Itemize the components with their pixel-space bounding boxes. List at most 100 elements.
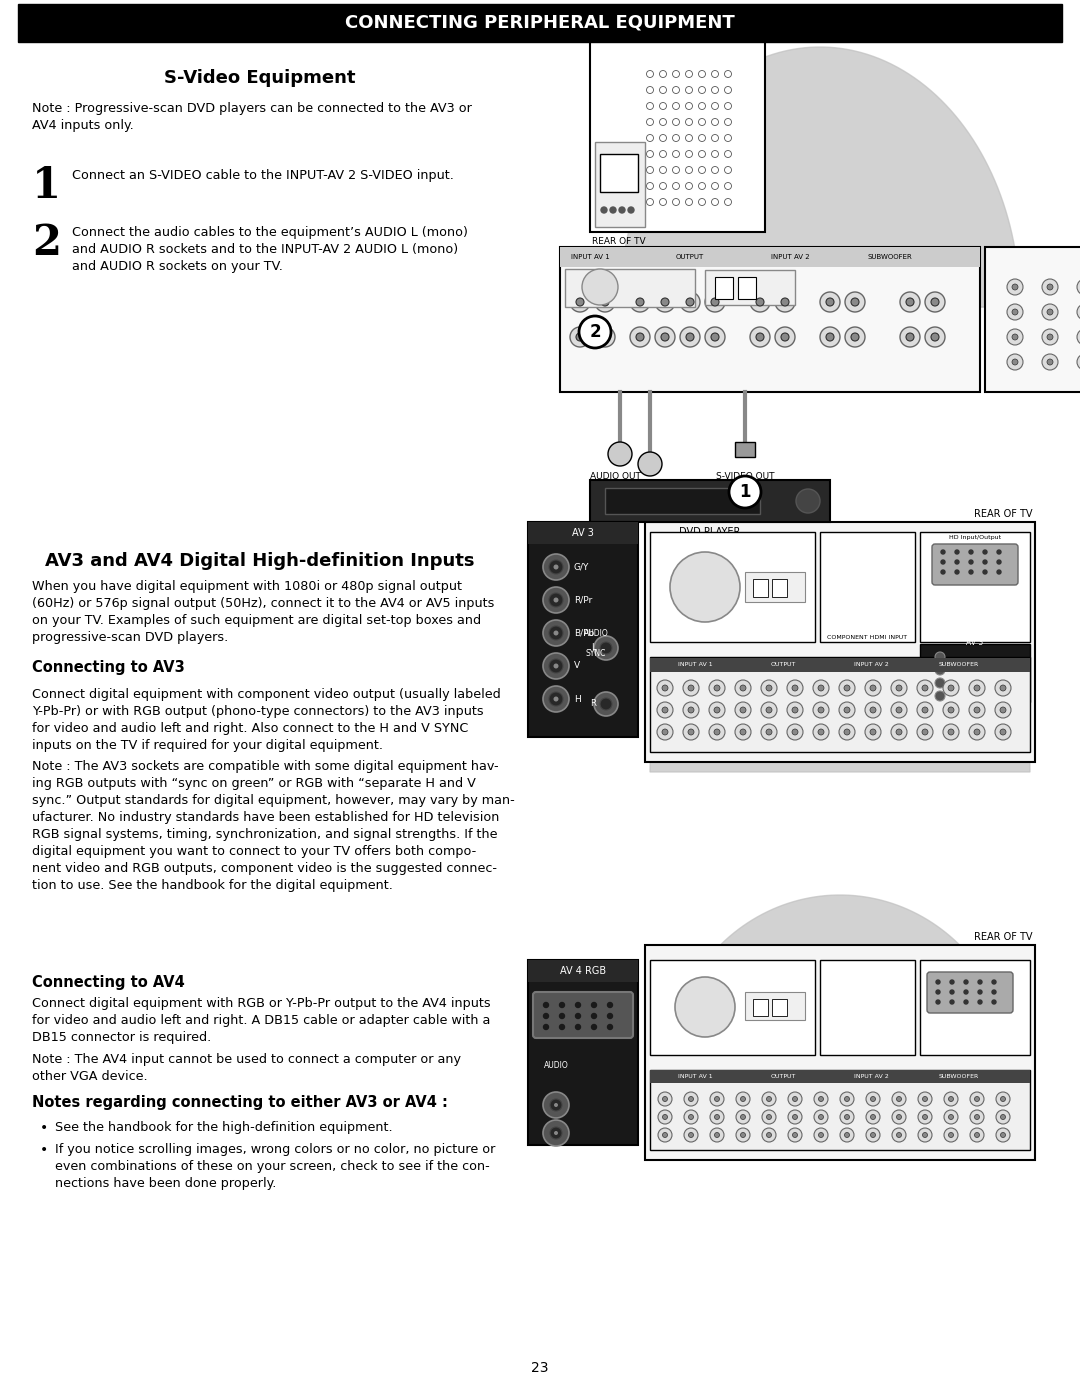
Circle shape [735, 1111, 750, 1125]
Circle shape [600, 698, 612, 710]
Circle shape [686, 151, 692, 158]
Circle shape [725, 198, 731, 205]
Bar [735, 441, 755, 457]
Circle shape [792, 685, 798, 692]
Circle shape [607, 1013, 612, 1018]
Circle shape [1042, 305, 1058, 320]
Circle shape [955, 570, 959, 574]
Circle shape [725, 102, 731, 109]
Circle shape [818, 685, 824, 692]
Circle shape [787, 703, 804, 718]
Text: V: V [573, 662, 580, 671]
Text: OUTPUT: OUTPUT [676, 254, 704, 260]
Circle shape [840, 1092, 854, 1106]
Circle shape [843, 729, 850, 735]
Text: Connect the audio cables to the equipment’s AUDIO L (mono)
and AUDIO R sockets a: Connect the audio cables to the equipmen… [72, 226, 468, 272]
Circle shape [1007, 305, 1023, 320]
Circle shape [787, 680, 804, 696]
Circle shape [729, 476, 761, 509]
Circle shape [922, 685, 928, 692]
Circle shape [725, 183, 731, 190]
Circle shape [955, 560, 959, 564]
Circle shape [775, 292, 795, 312]
Text: B/Pb: B/Pb [573, 629, 594, 637]
Circle shape [944, 1127, 958, 1141]
Circle shape [964, 981, 968, 983]
Circle shape [689, 1133, 693, 1137]
Circle shape [865, 703, 881, 718]
Circle shape [636, 298, 644, 306]
Circle shape [948, 729, 954, 735]
Circle shape [543, 555, 569, 580]
Circle shape [948, 1133, 954, 1137]
Bar [565, 270, 696, 307]
Circle shape [673, 102, 679, 109]
Circle shape [710, 1111, 724, 1125]
Text: Note : The AV3 sockets are compatible with some digital equipment hav-
ing RGB o: Note : The AV3 sockets are compatible wi… [32, 760, 515, 893]
Circle shape [843, 707, 850, 712]
Circle shape [766, 685, 772, 692]
Bar [920, 532, 1030, 643]
Bar [528, 960, 638, 982]
Circle shape [969, 550, 973, 555]
Circle shape [950, 981, 954, 983]
Circle shape [865, 724, 881, 740]
Text: Connect digital equipment with component video output (usually labeled
Y-Pb-Pr) : Connect digital equipment with component… [32, 687, 501, 752]
Circle shape [647, 198, 653, 205]
Text: H: H [573, 694, 581, 704]
Circle shape [997, 560, 1001, 564]
Bar [595, 142, 645, 226]
Text: SYNC: SYNC [585, 650, 606, 658]
Circle shape [870, 685, 876, 692]
Bar [985, 247, 1080, 393]
Circle shape [970, 1092, 984, 1106]
Circle shape [595, 292, 615, 312]
Text: Connect digital equipment with RGB or Y-Pb-Pr output to the AV4 inputs
for video: Connect digital equipment with RGB or Y-… [32, 997, 490, 1044]
Circle shape [712, 119, 718, 126]
Circle shape [978, 981, 982, 983]
Circle shape [983, 550, 987, 555]
Circle shape [931, 298, 939, 306]
Circle shape [688, 729, 694, 735]
Circle shape [756, 332, 764, 341]
Circle shape [715, 1115, 719, 1119]
Circle shape [559, 1024, 565, 1030]
Circle shape [1000, 729, 1005, 735]
Circle shape [974, 1115, 980, 1119]
Circle shape [793, 1097, 797, 1101]
Circle shape [608, 441, 632, 467]
Circle shape [570, 292, 590, 312]
Text: REAR OF TV: REAR OF TV [974, 509, 1032, 520]
Circle shape [840, 1111, 854, 1125]
Circle shape [550, 1099, 562, 1111]
Circle shape [1000, 1097, 1005, 1101]
Circle shape [699, 119, 705, 126]
Circle shape [549, 692, 563, 705]
Circle shape [549, 560, 563, 574]
Text: 23: 23 [531, 1361, 549, 1375]
Circle shape [974, 1097, 980, 1101]
Circle shape [826, 298, 834, 306]
Bar [645, 944, 1035, 1160]
Circle shape [582, 270, 618, 305]
Circle shape [931, 332, 939, 341]
Circle shape [793, 1115, 797, 1119]
Circle shape [673, 183, 679, 190]
Circle shape [660, 134, 666, 141]
Circle shape [978, 1000, 982, 1004]
Text: SUBWOOFER: SUBWOOFER [867, 254, 913, 260]
Circle shape [813, 703, 829, 718]
Circle shape [762, 1092, 777, 1106]
Bar [650, 532, 815, 643]
Text: 2: 2 [32, 222, 60, 264]
Circle shape [662, 1115, 667, 1119]
Circle shape [820, 292, 840, 312]
Circle shape [997, 570, 1001, 574]
Circle shape [1077, 279, 1080, 295]
Circle shape [594, 692, 618, 717]
Circle shape [820, 327, 840, 346]
Circle shape [756, 298, 764, 306]
Circle shape [660, 87, 666, 94]
Circle shape [657, 680, 673, 696]
Circle shape [1000, 707, 1005, 712]
